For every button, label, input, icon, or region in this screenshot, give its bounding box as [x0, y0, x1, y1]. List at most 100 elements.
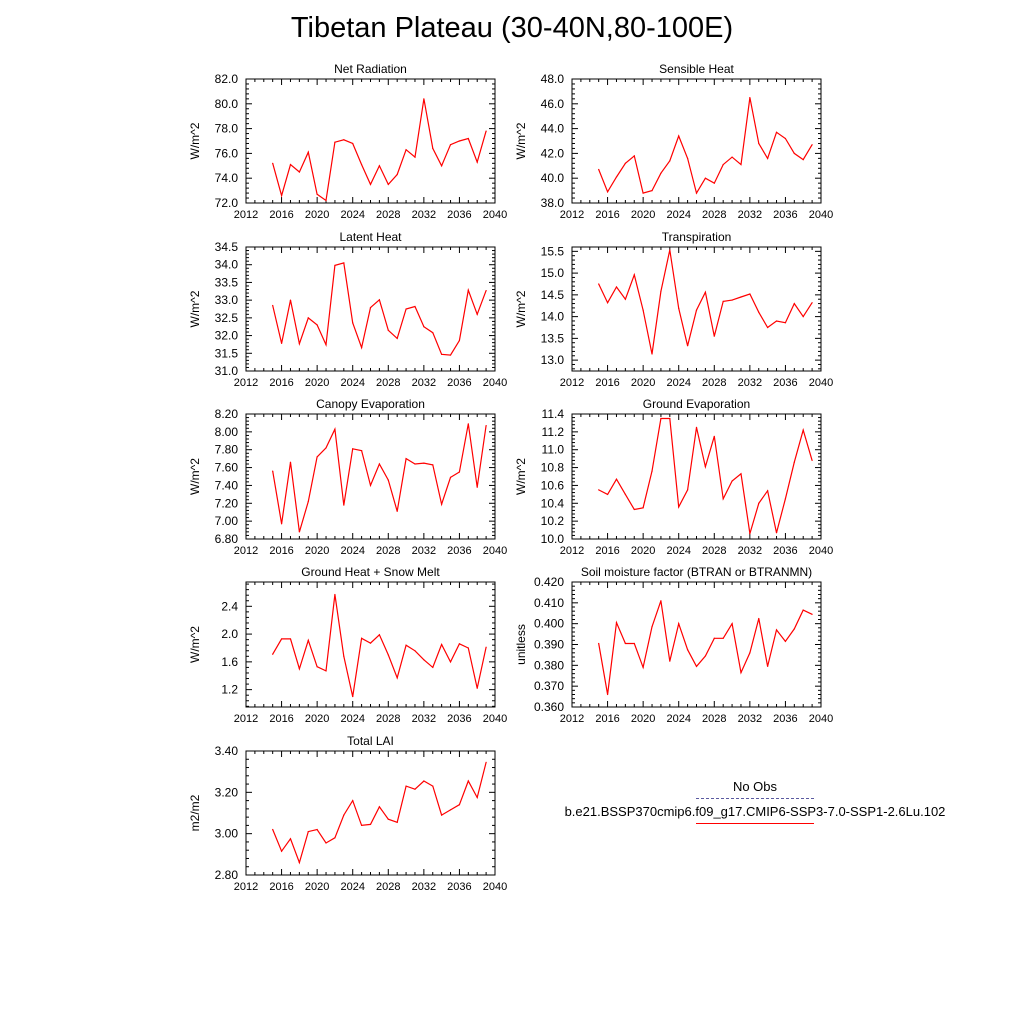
data-point: [598, 168, 600, 171]
data-point: [298, 862, 300, 864]
x-tick-label: 2032: [412, 881, 436, 893]
plot-frame: [245, 750, 496, 876]
x-tick-label: 2024: [666, 209, 690, 221]
y-tick-label: 10.2: [541, 514, 565, 528]
data-point: [651, 353, 653, 355]
y-tick-label: 0.380: [534, 658, 564, 672]
x-tick-label: 2028: [376, 713, 400, 725]
y-tick-label: 7.40: [215, 478, 239, 492]
data-point: [695, 426, 698, 428]
data-point: [352, 448, 354, 450]
x-tick-label: 2032: [738, 377, 762, 389]
plot-frame: [571, 413, 822, 540]
data-point: [423, 462, 425, 464]
data-point: [633, 155, 635, 157]
data-point: [695, 192, 698, 194]
x-tick-label: 2024: [340, 545, 364, 557]
y-axis-label: W/m^2: [188, 458, 202, 495]
x-tick-label: 2012: [234, 545, 258, 557]
x-tick-label: 2036: [773, 545, 797, 557]
x-tick-label: 2020: [631, 209, 655, 221]
data-point: [378, 463, 380, 465]
y-tick-label: 7.60: [215, 461, 239, 475]
data-point: [432, 464, 434, 466]
data-point: [722, 300, 724, 302]
x-tick-label: 2024: [666, 377, 690, 389]
data-point: [598, 642, 600, 645]
y-tick-label: 7.20: [215, 496, 239, 510]
y-tick-label: 40.0: [541, 171, 565, 185]
series-line: [272, 762, 487, 865]
panel-8: Soil moisture factor (BTRAN or BTRANMN) u…: [514, 565, 833, 725]
panel-3: Latent Heat W/m^2 2012 2016 2020 2024 2028 2032…: [188, 230, 507, 389]
legend-obs-line: [696, 798, 814, 799]
data-point: [802, 609, 804, 611]
x-tick-label: 2024: [340, 881, 364, 893]
data-point: [678, 307, 680, 309]
y-axis-label: W/m^2: [514, 290, 528, 327]
legend-model-label: b.e21.BSSP370cmip6.f09_g17.CMIP6-SSP3-7.…: [564, 804, 946, 819]
data-point: [387, 183, 389, 185]
data-point: [642, 309, 644, 311]
data-point: [378, 806, 380, 808]
data-point: [624, 493, 626, 495]
y-tick-label: 0.410: [534, 596, 564, 610]
x-tick-label: 2040: [809, 713, 833, 725]
data-point: [606, 693, 609, 696]
data-point: [704, 291, 706, 293]
data-point: [396, 677, 398, 679]
data-point: [307, 831, 309, 833]
panel-title: Sensible Heat: [659, 62, 734, 76]
x-tick-label: 2028: [376, 209, 400, 221]
y-tick-label: 10.6: [541, 478, 565, 492]
data-point: [343, 655, 345, 657]
data-point: [432, 332, 434, 334]
data-point: [793, 302, 795, 305]
data-point: [678, 135, 680, 137]
series-line: [272, 98, 487, 202]
y-axis-label: W/m^2: [514, 122, 528, 159]
x-tick-label: 2020: [631, 377, 655, 389]
plot-frame: [245, 581, 496, 708]
x-tick-label: 2016: [595, 209, 619, 221]
panel-title: Transpiration: [662, 230, 732, 244]
y-tick-label: 15.5: [541, 244, 565, 258]
data-point: [441, 503, 443, 505]
data-point: [449, 809, 452, 811]
x-tick-label: 2020: [305, 377, 329, 389]
data-point: [396, 821, 398, 823]
y-tick-label: 3.40: [215, 744, 239, 758]
data-point: [307, 151, 309, 153]
x-tick-label: 2016: [269, 209, 293, 221]
data-point: [343, 504, 345, 506]
series-line: [272, 594, 487, 697]
data-point: [289, 838, 292, 840]
data-point: [369, 823, 372, 825]
panel-7: Ground Heat + Snow Melt W/m^2 2012 2016 2020…: [188, 565, 507, 725]
data-point: [441, 643, 443, 646]
x-tick-label: 2040: [809, 377, 833, 389]
y-tick-label: 44.0: [541, 122, 565, 136]
y-tick-label: 34.0: [215, 258, 239, 272]
x-tick-label: 2036: [773, 713, 797, 725]
data-point: [606, 302, 609, 304]
data-point: [272, 470, 274, 472]
data-point: [387, 818, 389, 820]
data-point: [414, 788, 416, 790]
data-point: [352, 322, 354, 324]
data-point: [651, 470, 653, 472]
y-tick-label: 11.2: [542, 425, 565, 439]
data-point: [811, 613, 813, 615]
data-point: [660, 290, 662, 292]
data-point: [660, 417, 662, 420]
data-point: [713, 182, 715, 184]
data-point: [289, 299, 292, 301]
data-point: [467, 647, 469, 649]
data-point: [687, 345, 689, 347]
data-point: [695, 665, 698, 667]
data-point: [784, 137, 787, 140]
x-tick-label: 2024: [666, 713, 690, 725]
data-point: [793, 461, 795, 463]
y-tick-label: 6.80: [215, 532, 239, 546]
x-tick-label: 2036: [447, 377, 471, 389]
